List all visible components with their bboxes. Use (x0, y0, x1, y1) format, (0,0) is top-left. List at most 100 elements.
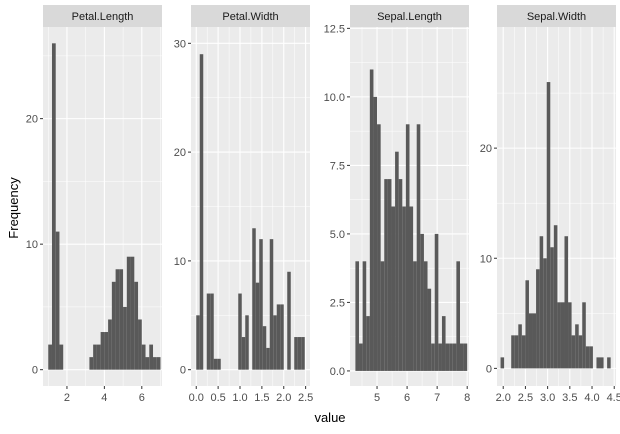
histogram-bar (518, 324, 522, 369)
histogram-bar (297, 337, 302, 370)
x-tick-label: 8 (464, 392, 470, 404)
histogram-bar (521, 335, 526, 369)
histogram-bar (387, 179, 392, 371)
facet-strip (497, 5, 616, 27)
x-tick-label: 3.5 (562, 392, 577, 404)
y-tick-label: 10 (174, 256, 186, 268)
facet-title: Petal.Length (72, 11, 134, 23)
histogram-bar (456, 261, 460, 371)
x-tick-label: 1.5 (254, 392, 269, 404)
histogram-bar (111, 281, 116, 370)
histogram-bar (93, 344, 97, 370)
y-tick-label: 20 (480, 143, 492, 155)
histogram-bar (380, 261, 385, 371)
x-tick-label: 3.0 (540, 392, 555, 404)
histogram-bar (423, 261, 428, 371)
histogram-bar (557, 302, 561, 369)
y-tick-label: 10 (480, 253, 492, 265)
histogram-bar (55, 231, 60, 370)
histogram-bar (276, 304, 281, 370)
histogram-bar (438, 343, 442, 371)
histogram-bar (431, 343, 435, 371)
histogram-bar (543, 258, 547, 369)
histogram-bar (532, 313, 537, 369)
histogram-bar (366, 316, 370, 371)
y-tick-label: 5.0 (330, 229, 345, 241)
histogram-bar (126, 256, 131, 370)
facet-title: Sepal.Width (527, 11, 586, 23)
x-tick-label: 4.5 (607, 392, 620, 404)
y-tick-label: 2.5 (330, 297, 345, 309)
histogram-bar (582, 302, 586, 369)
histogram-bar (273, 315, 277, 370)
histogram-bar (355, 261, 360, 371)
histogram-bar (96, 344, 101, 370)
histogram-bar (255, 282, 260, 370)
histogram-bar (578, 335, 583, 369)
histogram-bar (402, 206, 406, 371)
histogram-bar (500, 357, 505, 369)
histogram-bar (575, 324, 579, 369)
histogram-bar (123, 306, 127, 370)
y-tick-label: 0 (32, 365, 38, 377)
histogram-bar (564, 236, 569, 369)
histogram-bar (384, 179, 388, 371)
facets-layer: Petal.Length 2 4 6 0 10 20 Petal.Width 0.0 0.5 1.0… (26, 5, 620, 404)
histogram-bar (560, 302, 565, 369)
histogram-bar (262, 326, 267, 370)
histogram-bar (434, 233, 439, 371)
histogram-bar (266, 347, 270, 370)
x-tick-label: 0.0 (189, 392, 204, 404)
histogram-bar (294, 337, 298, 370)
x-tick-label: 4.0 (584, 392, 599, 404)
histogram-bar (51, 43, 56, 370)
histogram-bar (409, 206, 414, 371)
histogram-bar (280, 304, 284, 370)
y-tick-label: 20 (174, 147, 186, 159)
histogram-bar (600, 357, 604, 369)
facet-panel-2: Sepal.Length 5 6 7 8 0.0 2.5 5.0 7.5 10.0 12.5 (324, 5, 470, 404)
histogram-bar (269, 239, 274, 370)
facet-panel-0: Petal.Length 2 4 6 0 10 20 (26, 5, 162, 404)
histogram-bar (141, 344, 146, 370)
facet-panel-3: Sepal.Width 2.0 2.5 3.0 3.5 4.0 4.5 0 10 20 (480, 5, 620, 404)
x-tick-label: 0.5 (210, 392, 225, 404)
histogram-bar (459, 343, 464, 371)
x-tick-label: 6 (139, 392, 145, 404)
histogram-bar (571, 335, 576, 369)
histogram-bar (441, 316, 446, 371)
histogram-bar (427, 288, 432, 371)
histogram-bar (539, 236, 544, 369)
x-axis-label: value (314, 410, 345, 425)
y-tick-label: 20 (26, 114, 38, 126)
histogram-bar (550, 247, 554, 369)
histogram-bar (134, 281, 139, 370)
histogram-bar (210, 293, 214, 370)
histogram-bar (585, 346, 590, 369)
x-tick-label: 6 (404, 392, 410, 404)
histogram-bar (546, 82, 551, 369)
histogram-bar (252, 228, 256, 370)
histogram-bar (445, 343, 450, 371)
histogram-bar (373, 96, 378, 371)
histogram-bar (416, 124, 421, 371)
y-tick-label: 0 (180, 365, 186, 377)
histogram-bar (104, 332, 109, 370)
histogram-bar (119, 269, 124, 370)
histogram-bar (377, 124, 381, 371)
histogram-bar (528, 313, 533, 369)
histogram-bar (449, 343, 453, 371)
histogram-bar (369, 69, 374, 371)
x-tick-label: 2 (64, 392, 70, 404)
histogram-bar (153, 357, 157, 370)
histogram-bar (206, 293, 211, 370)
histogram-bar (362, 261, 367, 371)
y-tick-label: 12.5 (324, 23, 345, 35)
histogram-bar (452, 343, 457, 371)
histogram-bar (59, 344, 64, 370)
histogram-bar (568, 302, 572, 369)
facet-title: Sepal.Length (377, 11, 442, 23)
histogram-bar (420, 233, 424, 371)
